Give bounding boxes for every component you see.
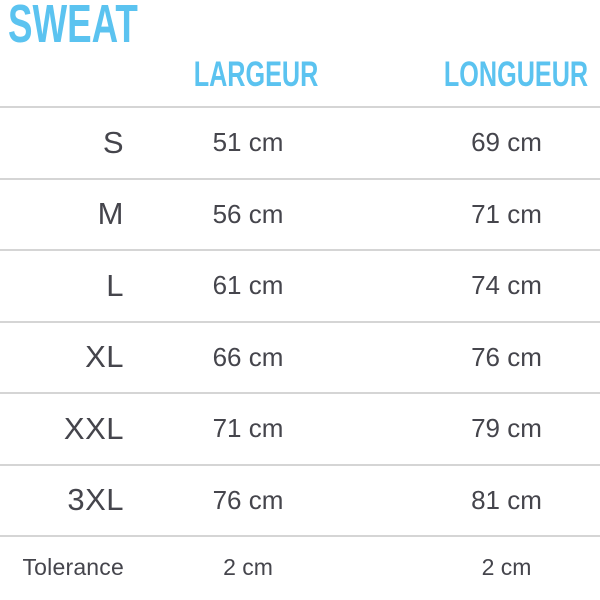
longueur-value: 76 cm [471,341,542,372]
table-row-xxl: XXL 71 cm 79 cm [0,392,600,464]
tolerance-largeur-value: 2 cm [223,554,273,580]
largeur-value: 71 cm [212,413,284,444]
table-row-tolerance: Tolerance 2 cm 2 cm [0,535,600,598]
longueur-value: 69 cm [471,127,542,158]
largeur-value: 51 cm [212,127,284,158]
tolerance-label: Tolerance [22,554,124,580]
size-label: S [102,124,124,160]
largeur-value: 56 cm [212,198,284,229]
longueur-value: 81 cm [471,484,542,515]
table-row-l: L 61 cm 74 cm [0,249,600,321]
size-label: XL [85,339,124,375]
size-label: M [97,196,124,232]
largeur-value: 61 cm [212,270,284,301]
size-label: L [106,267,124,303]
tolerance-longueur-value: 2 cm [481,554,532,580]
size-table: S 51 cm 69 cm M 56 cm 71 cm L 61 cm 74 c… [0,106,600,598]
largeur-value: 76 cm [212,484,284,515]
size-label: XXL [63,410,124,446]
column-header-longueur: LONGUEUR [443,55,589,94]
column-header-largeur: LARGEUR [193,55,319,94]
page-title: SWEAT [8,0,138,54]
longueur-value: 71 cm [471,198,542,229]
size-label: 3XL [67,482,124,518]
table-row-s: S 51 cm 69 cm [0,106,600,178]
largeur-value: 66 cm [212,341,284,372]
longueur-value: 74 cm [471,270,542,301]
table-row-xl: XL 66 cm 76 cm [0,320,600,393]
longueur-value: 79 cm [471,413,542,444]
table-row-3xl: 3XL 76 cm 81 cm [0,463,600,536]
table-row-m: M 56 cm 71 cm [0,177,600,250]
